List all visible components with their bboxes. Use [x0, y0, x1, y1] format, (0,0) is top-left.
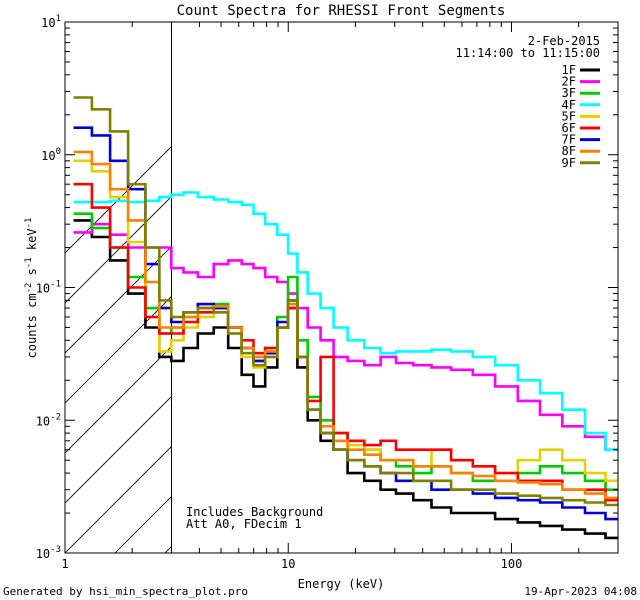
- legend-label-9F: 9F: [562, 156, 576, 170]
- hatch-line: [65, 195, 172, 304]
- y-axis-label: counts cm-2 s-1 keV-1: [24, 218, 39, 359]
- series-9F-line: [73, 96, 618, 507]
- annotation-background: Includes Background: [186, 505, 323, 519]
- y-tick-label: 10-2: [36, 412, 61, 428]
- legend-label-6F: 6F: [562, 121, 576, 135]
- y-tick-label: 100: [41, 147, 61, 163]
- y-axis: 101 100 10-1 10-2 10-3: [36, 14, 618, 561]
- time-range-label: 11:14:00 to 11:15:00: [456, 46, 601, 60]
- y-tick-label: 10-1: [36, 280, 61, 296]
- date-label: 2-Feb-2015: [528, 34, 600, 48]
- x-tick-label: 1: [61, 557, 68, 571]
- legend-label-8F: 8F: [562, 144, 576, 158]
- legend-label-4F: 4F: [562, 98, 576, 112]
- footer-timestamp: 19-Apr-2023 04:08: [524, 585, 637, 598]
- series-4F-line: [73, 191, 618, 451]
- legend-label-7F: 7F: [562, 133, 576, 147]
- series-group: [73, 96, 618, 540]
- hatch-line: [65, 445, 172, 553]
- x-axis-label: Energy (keV): [298, 577, 385, 591]
- hatch-line: [615, 22, 640, 553]
- x-axis: 1 10 100: [61, 22, 619, 571]
- series-2F-line: [73, 222, 618, 451]
- hatch-line: [65, 395, 172, 504]
- hatched-region: [65, 22, 640, 553]
- legend-label-3F: 3F: [562, 86, 576, 100]
- annotation-attenuator: Att A0, FDecim 1: [186, 517, 302, 531]
- legend-label-2F: 2F: [562, 75, 576, 89]
- series-8F-line: [73, 150, 618, 500]
- series-1F-line: [73, 219, 618, 540]
- x-tick-label: 100: [501, 557, 523, 571]
- legend-label-1F: 1F: [562, 63, 576, 77]
- x-tick-label: 10: [281, 557, 295, 571]
- chart-title: Count Spectra for RHESSI Front Segments: [177, 3, 506, 19]
- legend-label-5F: 5F: [562, 109, 576, 123]
- y-tick-label: 10-3: [36, 545, 61, 561]
- footer-generated-by: Generated by hsi_min_spectra_plot.pro: [3, 585, 248, 598]
- y-tick-label: 101: [41, 14, 61, 30]
